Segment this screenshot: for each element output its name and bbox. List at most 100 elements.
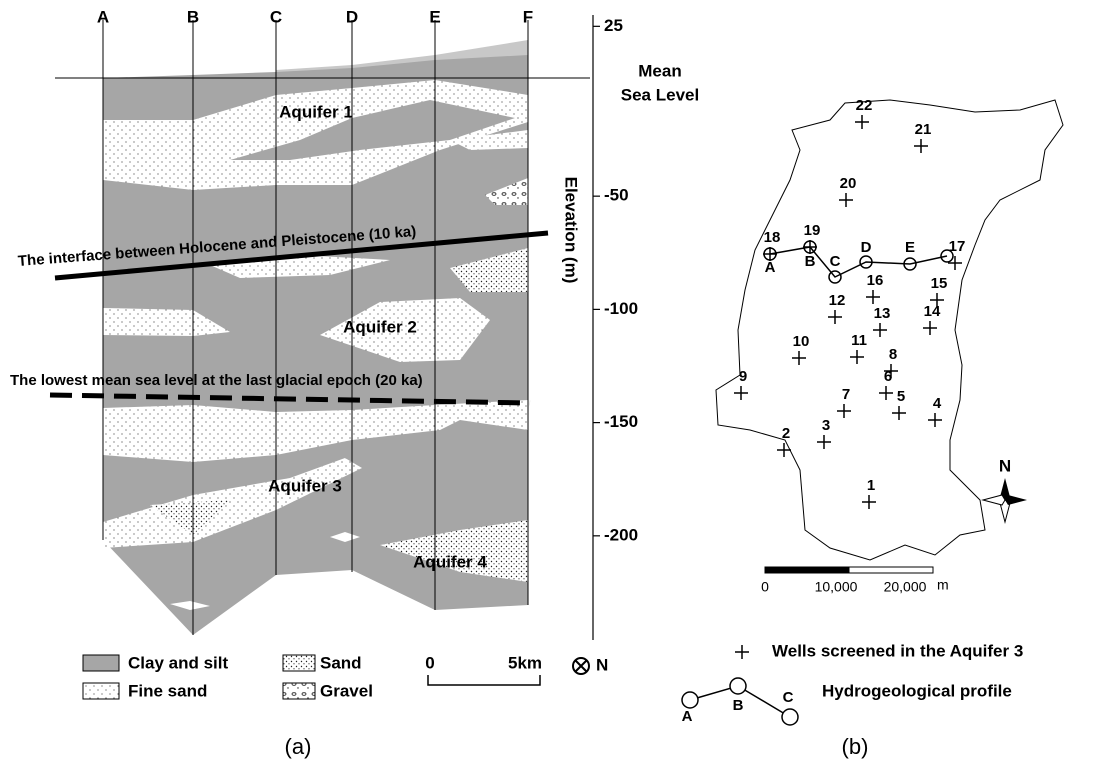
well-label: 5 [897, 388, 905, 405]
well-marker [803, 240, 817, 254]
well-label: 18 [764, 229, 781, 246]
y-tick-label: -150 [604, 412, 638, 431]
well-label: 20 [840, 175, 857, 192]
well-label: 13 [874, 305, 891, 322]
well-marker [923, 321, 937, 335]
aquifer-label: Aquifer 3 [268, 476, 342, 495]
well-label: 4 [933, 395, 942, 412]
well-marker [850, 350, 864, 364]
y-tick-label: -200 [604, 525, 638, 544]
north-arrow [981, 478, 1027, 524]
well-label: 21 [915, 121, 932, 138]
well-marker [930, 293, 944, 307]
aquifer-label: Aquifer 1 [279, 102, 353, 121]
legend-point-label: A [682, 708, 693, 725]
north-symbol [572, 657, 590, 675]
well-label: 11 [851, 332, 867, 349]
axis-title: Elevation (m) [562, 177, 581, 284]
well-marker [828, 310, 842, 324]
scale-label: 0 [425, 653, 434, 672]
well-label: 1 [867, 477, 875, 494]
profile-point-label: C [830, 253, 841, 270]
well-marker [879, 386, 893, 400]
profile-point-label: D [861, 239, 872, 256]
y-tick-label: -100 [604, 299, 638, 318]
north-label: N [999, 456, 1011, 475]
profile-label: F [523, 7, 533, 26]
legend-label: Clay and silt [128, 653, 228, 672]
well-marker [928, 413, 942, 427]
well-marker [817, 435, 831, 449]
well-label: 15 [931, 275, 948, 292]
well-marker [862, 495, 876, 509]
legend-symbol [729, 677, 747, 695]
profile-label: E [429, 7, 440, 26]
profile-label: C [270, 7, 282, 26]
legend-label: Hydrogeological profile [822, 681, 1012, 700]
legend-swatch [82, 682, 120, 700]
scale-bar [848, 566, 934, 574]
legend-label: Wells screened in the Aquifer 3 [772, 641, 1023, 660]
legend-point-label: B [733, 697, 744, 714]
profile-point [828, 270, 842, 284]
profile-point [803, 240, 817, 254]
well-marker [873, 323, 887, 337]
profile-point [763, 247, 777, 261]
well-label: 8 [889, 346, 897, 363]
well-marker [892, 406, 906, 420]
map-outline [715, 99, 1064, 561]
profile-point-label: B [805, 253, 816, 270]
well-label: 2 [782, 425, 790, 442]
profile-label: D [346, 7, 358, 26]
scale-label: 5km [508, 653, 542, 672]
legend-label: Fine sand [128, 681, 207, 700]
well-label: 14 [924, 303, 941, 320]
cross-section [49, 15, 594, 640]
well-label: 22 [856, 97, 873, 114]
profile-label: B [187, 7, 199, 26]
scale-bar [764, 566, 850, 574]
well-marker [914, 139, 928, 153]
well-label: 17 [949, 238, 966, 255]
sea-level-label: Mean [638, 61, 681, 80]
scale-label: 20,000 [884, 579, 927, 595]
scale-label: 10,000 [815, 579, 858, 595]
well-marker [763, 247, 777, 261]
y-tick-label: 25 [604, 16, 623, 35]
caption: (a) [285, 734, 312, 759]
y-tick-label: -50 [604, 186, 629, 205]
well-label: 6 [884, 368, 892, 385]
well-label: 9 [739, 368, 747, 385]
legend-label: Sand [320, 653, 362, 672]
well-label: 19 [804, 222, 821, 239]
well-label: 3 [822, 417, 830, 434]
legend-symbol [735, 645, 749, 659]
well-marker [866, 290, 880, 304]
legend-swatch [82, 654, 120, 672]
legend-swatch [282, 654, 316, 672]
sea-level-label: Sea Level [621, 85, 699, 104]
well-label: 12 [829, 292, 846, 309]
profile-point [903, 257, 917, 271]
profile-label: A [97, 7, 109, 26]
profile-point [940, 249, 954, 263]
well-marker [884, 364, 898, 378]
well-label: 10 [793, 333, 810, 350]
caption: (b) [842, 734, 869, 759]
legend-symbol [781, 708, 799, 726]
aquifer-label: Aquifer 4 [413, 552, 487, 571]
well-marker [837, 404, 851, 418]
scale-unit: m [937, 577, 949, 593]
north-label: N [596, 655, 608, 674]
annotation: The lowest mean sea level at the last gl… [10, 372, 423, 389]
well-marker [948, 256, 962, 270]
aquifer-label: Aquifer 2 [343, 317, 417, 336]
scale-label: 0 [761, 579, 769, 595]
well-marker [777, 443, 791, 457]
profile-point-label: A [765, 259, 776, 276]
well-marker [839, 193, 853, 207]
legend-label: Gravel [320, 681, 373, 700]
well-marker [734, 386, 748, 400]
scale-bar [427, 675, 541, 686]
legend-swatch [282, 682, 316, 700]
